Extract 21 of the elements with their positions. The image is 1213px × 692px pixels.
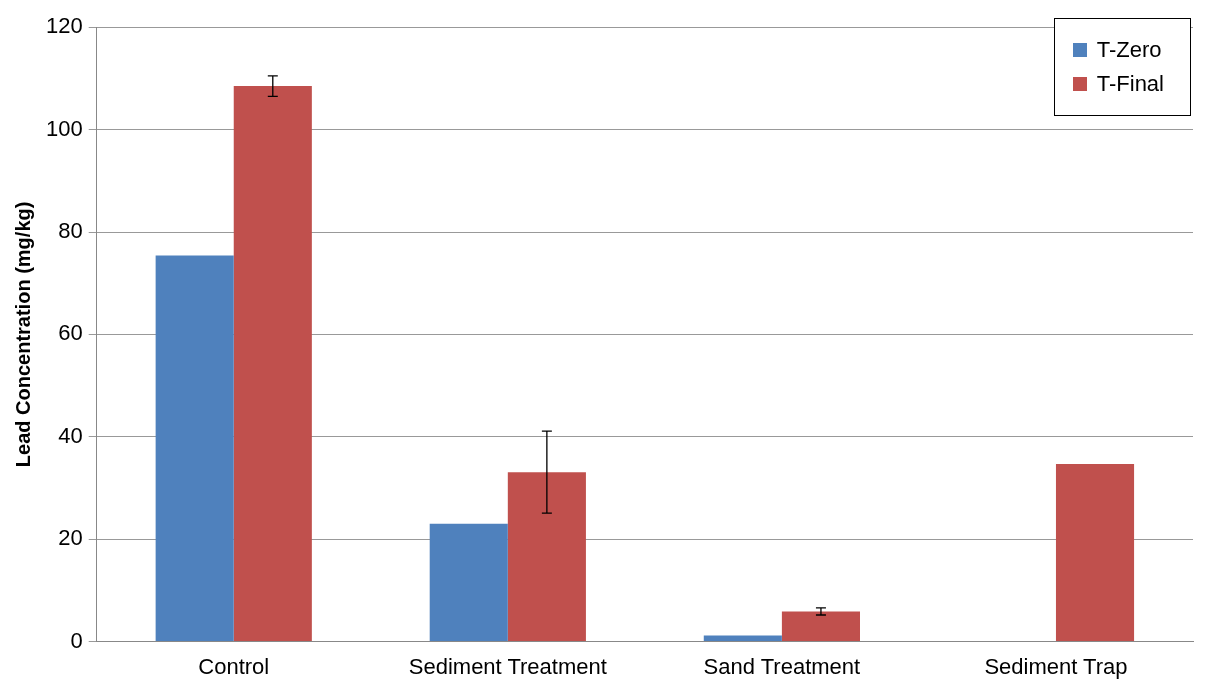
- bar: [233, 86, 312, 642]
- legend-label: T-Final: [1096, 71, 1164, 97]
- x-tick-label: Sediment Trap: [984, 653, 1128, 679]
- bar: [507, 472, 586, 642]
- x-tick-label: Sediment Treatment: [408, 653, 607, 679]
- y-tick-label: 60: [58, 320, 83, 346]
- y-tick-label: 80: [58, 218, 83, 244]
- y-tick-label: 20: [58, 525, 83, 551]
- y-tick-label: 0: [70, 627, 83, 653]
- x-tick-label: Sand Treatment: [703, 653, 861, 679]
- legend-label: T-Zero: [1096, 37, 1162, 63]
- y-tick-label: 100: [45, 115, 83, 141]
- bar: [429, 523, 508, 642]
- bar: [155, 255, 234, 642]
- bar: [1055, 463, 1135, 642]
- y-tick-label: 40: [58, 422, 83, 448]
- bar: [703, 635, 782, 642]
- bar: [781, 611, 860, 642]
- y-tick-label: 120: [45, 13, 83, 39]
- x-tick-label: Control: [198, 653, 270, 679]
- y-axis-title: Lead Concentration (mg/kg): [11, 201, 34, 468]
